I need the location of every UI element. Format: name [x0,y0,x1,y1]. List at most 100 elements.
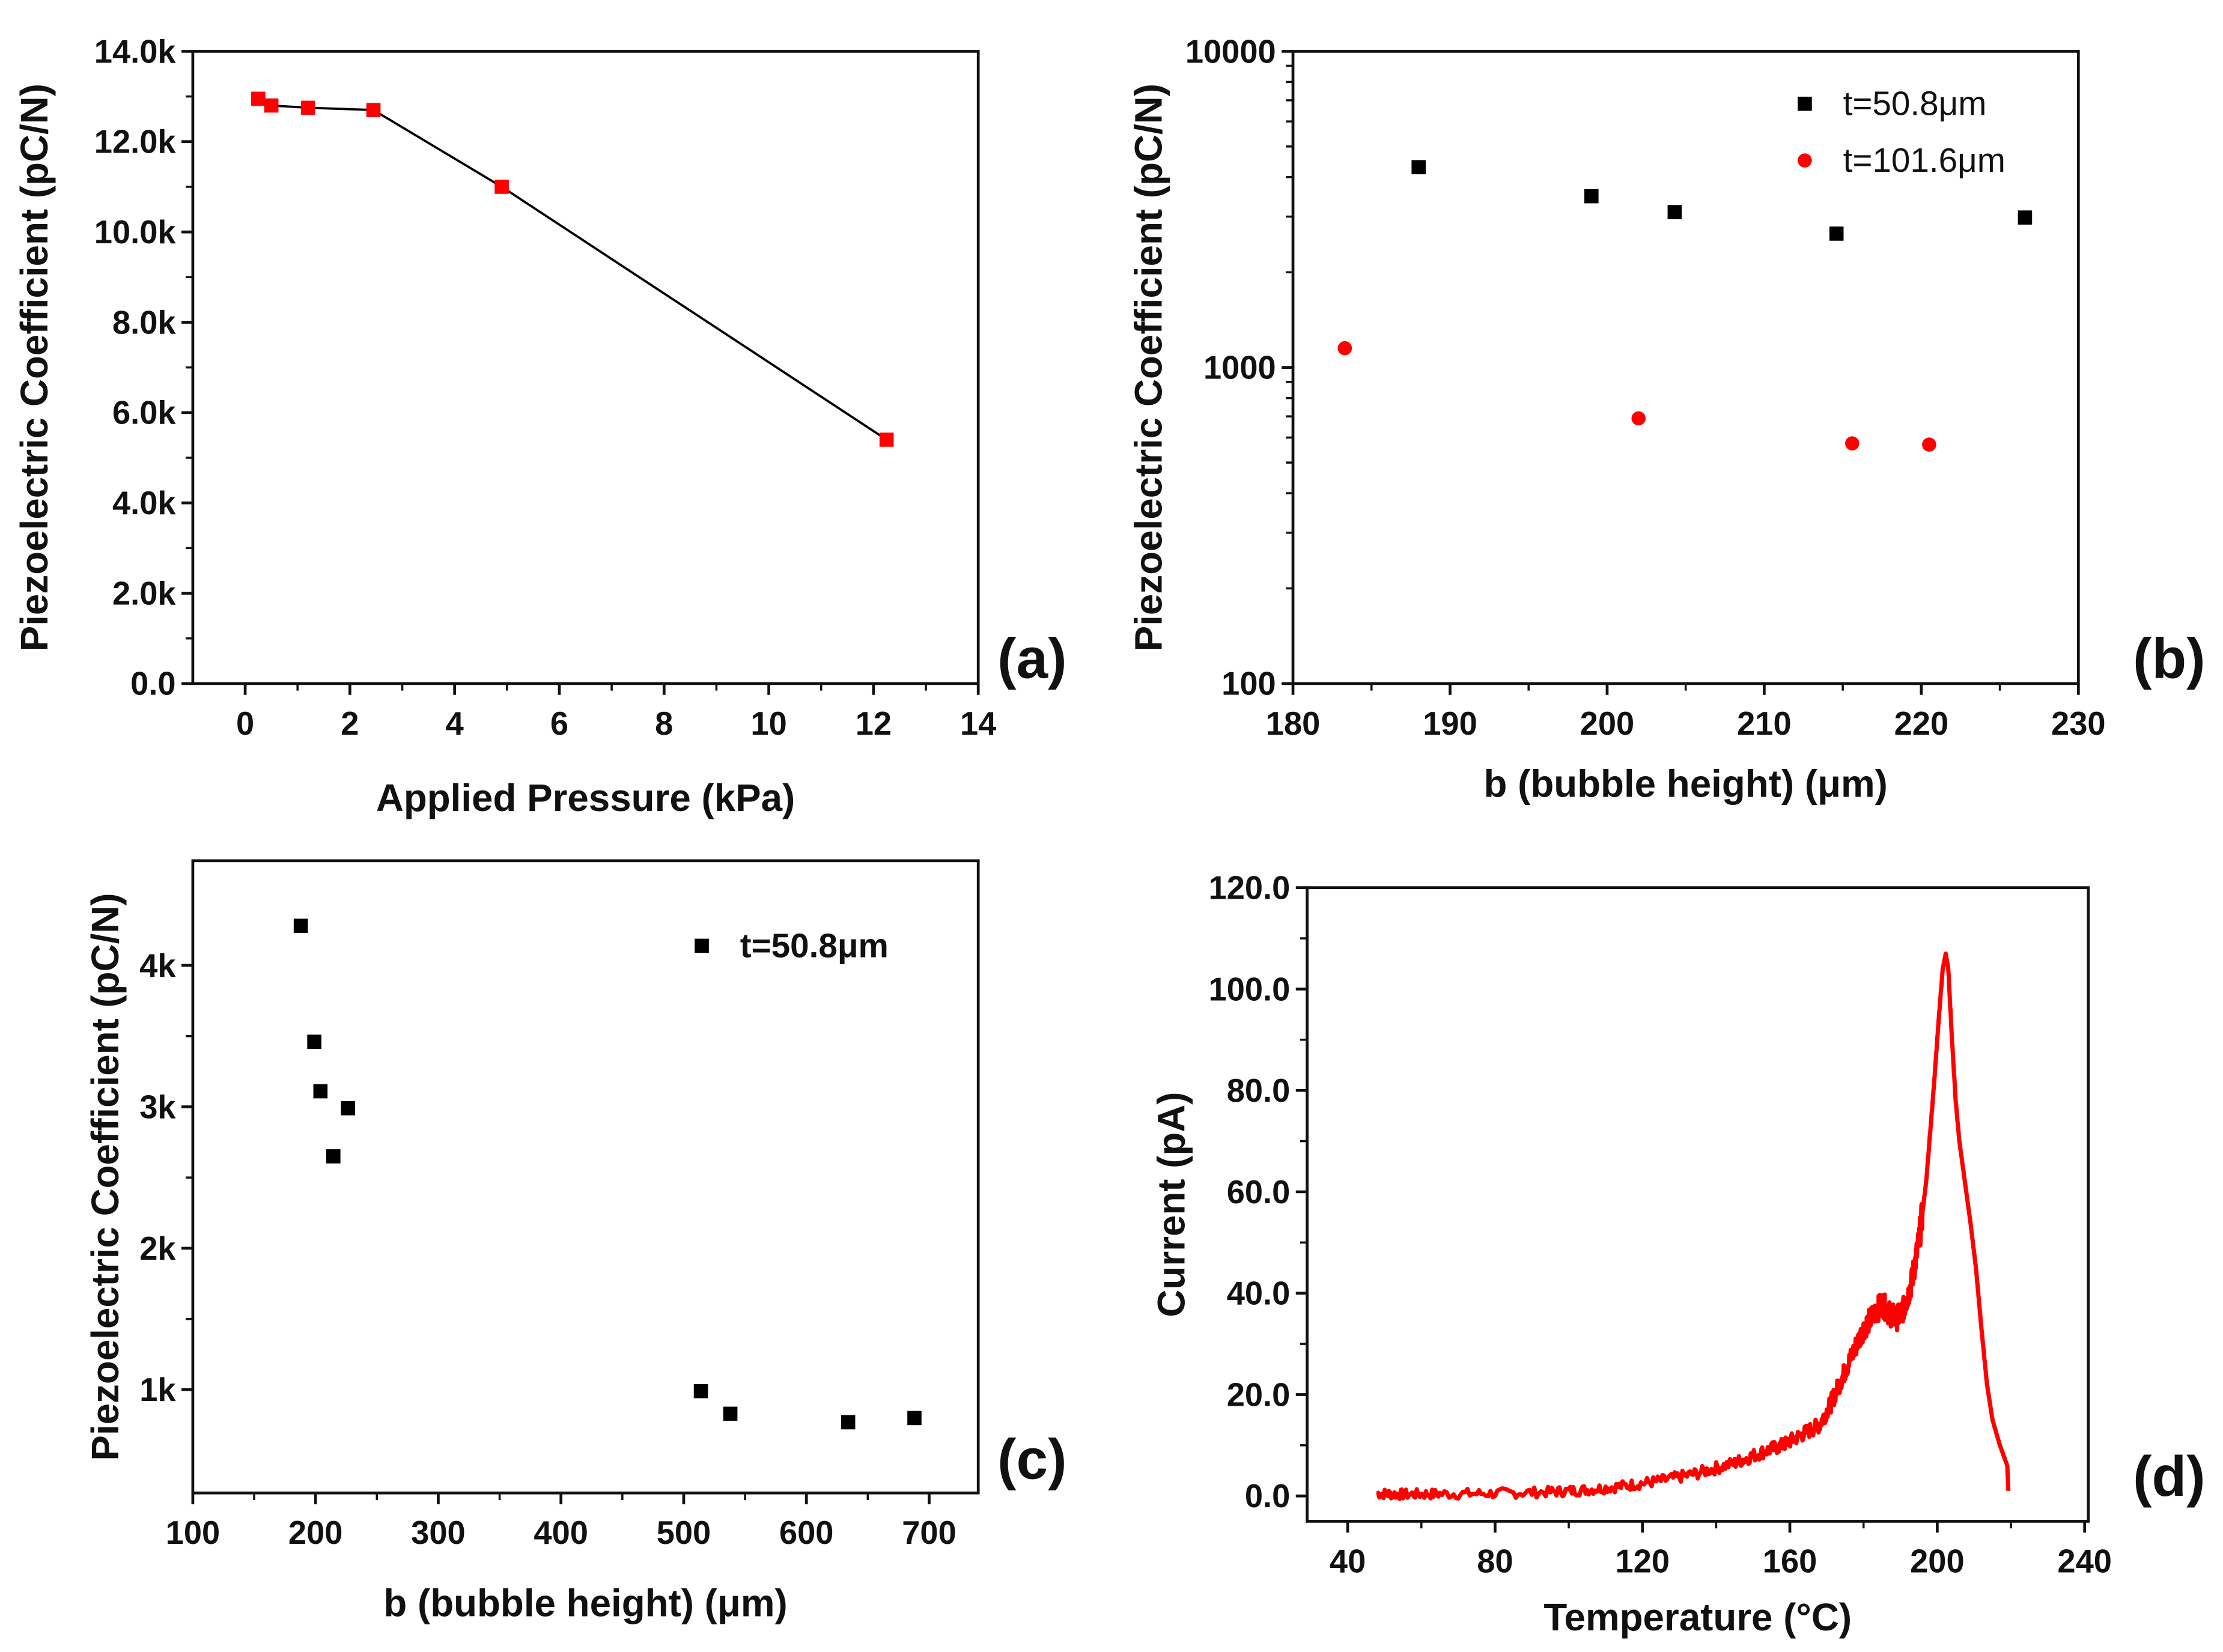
x-tick-label: 10 [750,705,786,742]
x-tick-label: 300 [411,1514,466,1551]
legend-label: t=101.6μm [1843,142,2006,180]
x-axis-label: b (bubble height) (μm) [1484,762,1888,806]
data-point [341,1101,356,1116]
x-tick-label: 14 [960,705,996,742]
series-line [257,97,887,441]
data-point [879,433,894,447]
legend-label: t=50.8μm [740,927,889,965]
data-point [1631,411,1646,426]
panel-label: (a) [997,627,1066,690]
panel-b: 180 190 200 210 220 230 100 1000 10000 b (bubble … [1127,33,2206,805]
x-tick-label: 600 [779,1514,834,1551]
y-tick-label: 80.0 [1227,1072,1291,1109]
x-tick-label: 2 [341,705,359,742]
panel-c: 100 200 300 400 500 600 700 1k 2k 3k 4k b (bubble h… [84,859,1067,1625]
data-point [366,103,381,117]
data-point [1584,189,1599,204]
data-point [1337,341,1352,356]
panel-label: (d) [2133,1445,2206,1508]
panel-label: (c) [997,1429,1066,1492]
x-tick-label: 100 [166,1514,220,1551]
x-tick-label: 0 [236,705,254,742]
plot-frame [191,50,980,685]
y-tick-label: 8.0k [112,304,176,341]
x-axis-label: b (bubble height) (μm) [383,1582,787,1625]
data-point [300,100,315,115]
x-tick-label: 200 [1910,1543,1965,1579]
x-tick-label: 40 [1330,1543,1366,1579]
x-tick-label: 400 [534,1514,588,1551]
panel-d: 40 80 120 160 200 240 0.0 20.0 40.0 60.0 80.0 100.0… [1149,870,2205,1639]
legend-label: t=50.8μm [1843,85,1987,123]
data-point [1667,205,1682,219]
data-point [326,1149,341,1164]
x-tick-label: 220 [1894,705,1949,742]
data-point [1411,160,1426,175]
y-tick-label: 100.0 [1209,971,1291,1007]
data-point [251,91,266,106]
series-line [1376,951,2011,1501]
legend-marker [1798,96,1812,111]
x-tick-label: 120 [1615,1543,1670,1579]
y-tick-label: 40.0 [1227,1275,1291,1312]
panel-label: (b) [2133,627,2206,690]
x-tick-label: 190 [1423,705,1477,742]
x-tick-label: 500 [657,1514,711,1551]
data-point [313,1084,328,1099]
x-tick-label: 12 [856,705,892,742]
y-axis-label: Current (pA) [1149,1092,1193,1317]
y-tick-label: 1k [139,1371,176,1408]
panel-a: 0 2 4 6 8 10 12 14 0.0 2.0k 4.0k 6.0k 8.0k 10.0k 12.0k… [13,33,1067,819]
y-tick-label: 0.0 [130,666,175,702]
y-tick-label: 6.0k [112,395,176,431]
y-tick-label: 12.0k [94,124,177,160]
data-point [1922,437,1936,452]
y-tick-label: 60.0 [1227,1174,1291,1210]
data-point [2018,210,2033,225]
data-point [307,1034,321,1049]
data-point [1845,436,1860,451]
y-tick-label: 1000 [1203,350,1276,386]
x-tick-label: 200 [288,1514,343,1551]
x-tick-label: 4 [446,705,464,742]
x-tick-label: 8 [655,705,673,742]
y-tick-label: 2.0k [112,575,176,612]
data-point [723,1406,738,1421]
y-tick-label: 2k [139,1230,176,1267]
data-point [907,1411,922,1426]
y-tick-label: 100 [1221,666,1276,702]
data-point [264,98,279,113]
x-tick-label: 160 [1763,1543,1817,1579]
x-tick-label: 80 [1477,1543,1513,1579]
y-tick-label: 120.0 [1209,870,1291,906]
data-point [293,919,308,933]
data-point [841,1415,856,1430]
y-tick-label: 4.0k [112,485,176,521]
y-axis-label: Piezoelectric Coefficient (pC/N) [1127,84,1170,651]
y-axis-label: Piezoelectric Coefficient (pC/N) [84,893,127,1460]
x-axis-label: Temperature (°C) [1543,1596,1852,1639]
x-tick-label: 210 [1737,705,1792,742]
x-tick-label: 700 [902,1514,956,1551]
y-tick-label: 14.0k [94,33,177,70]
x-tick-label: 230 [2051,705,2106,742]
data-point [494,180,509,194]
y-axis-label: Piezoelectric Coefficient (pC/N) [13,84,56,651]
x-tick-label: 6 [550,705,568,742]
legend-marker [695,938,709,953]
x-axis-label: Applied Pressure (kPa) [376,776,795,819]
y-tick-label: 10000 [1185,33,1276,70]
x-tick-label: 240 [2057,1543,2112,1579]
data-point [1829,226,1844,241]
x-tick-label: 180 [1266,705,1321,742]
y-tick-label: 20.0 [1227,1376,1291,1413]
plot-frame [1306,886,2090,1523]
y-tick-label: 0.0 [1245,1478,1290,1514]
y-tick-label: 3k [139,1089,176,1125]
legend-marker [1798,153,1812,168]
x-tick-label: 200 [1580,705,1635,742]
data-point [693,1383,708,1398]
y-tick-label: 4k [139,947,176,984]
y-tick-label: 10.0k [94,214,177,251]
